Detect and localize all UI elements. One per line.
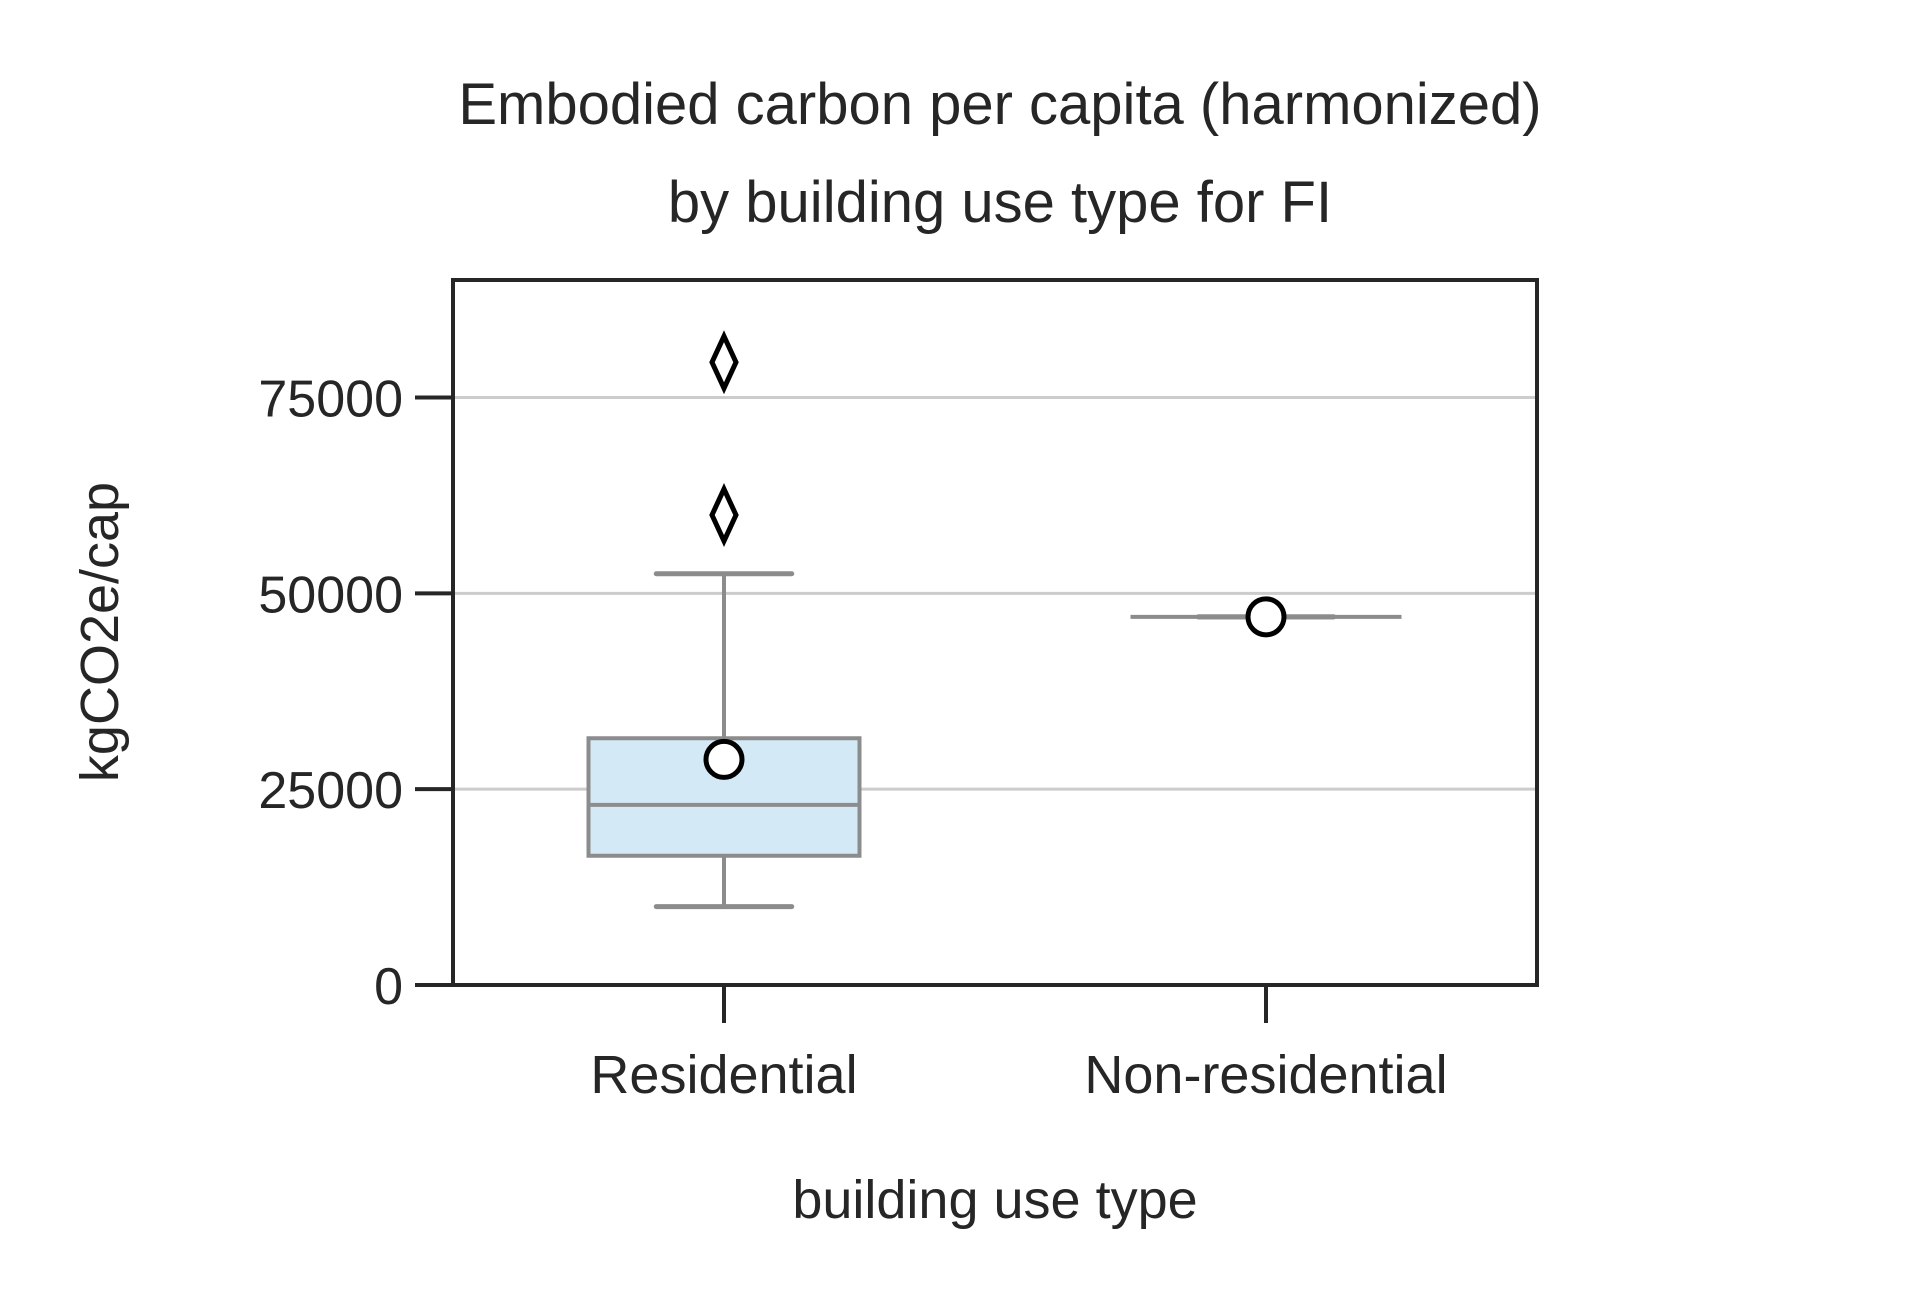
x-axis-label: building use type: [792, 1170, 1197, 1230]
outlier-point: [709, 330, 739, 395]
box-layer: [586, 330, 1402, 910]
mean-marker: [703, 738, 745, 780]
chart-title-line1: Embodied carbon per capita (harmonized): [458, 72, 1541, 137]
box-group-non-residential: [1130, 596, 1402, 638]
x-tick-label: Residential: [590, 1045, 857, 1105]
grid-layer: [453, 396, 1537, 791]
mean-marker: [1245, 596, 1287, 638]
outlier-point: [709, 483, 739, 547]
plot-frame: [451, 278, 1539, 987]
y-axis-label: kgCO2e/cap: [70, 482, 130, 782]
y-tick-label: 75000: [258, 371, 403, 429]
y-tick-label: 50000: [258, 566, 403, 624]
y-tick-label: 0: [374, 958, 403, 1016]
box-group-residential: [586, 330, 862, 910]
chart-title-line2: by building use type for FI: [668, 170, 1332, 235]
axis-layer: 0 25000 50000 75000 Residential Non-residenti…: [258, 371, 1447, 1106]
x-tick-label: Non-residential: [1084, 1045, 1447, 1105]
y-tick-label: 25000: [258, 762, 403, 820]
